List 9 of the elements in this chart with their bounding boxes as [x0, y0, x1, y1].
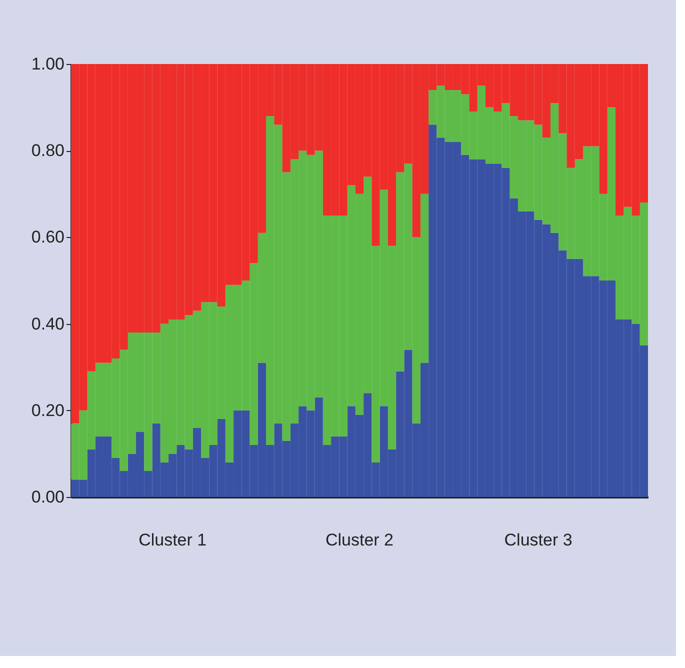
x-tick-label: Cluster 2 — [325, 530, 394, 550]
x-tick-label: Cluster 3 — [504, 530, 572, 550]
y-tick-label: 0.20 — [31, 400, 64, 420]
y-tick-label: 1.00 — [31, 54, 64, 74]
x-tick-label: Cluster 1 — [138, 530, 207, 550]
y-tick-label: 0.80 — [31, 141, 64, 160]
y-tick-label: 0.00 — [31, 488, 64, 506]
y-tick-label: 0.60 — [31, 228, 64, 247]
y-tick-label: 0.40 — [31, 314, 64, 334]
